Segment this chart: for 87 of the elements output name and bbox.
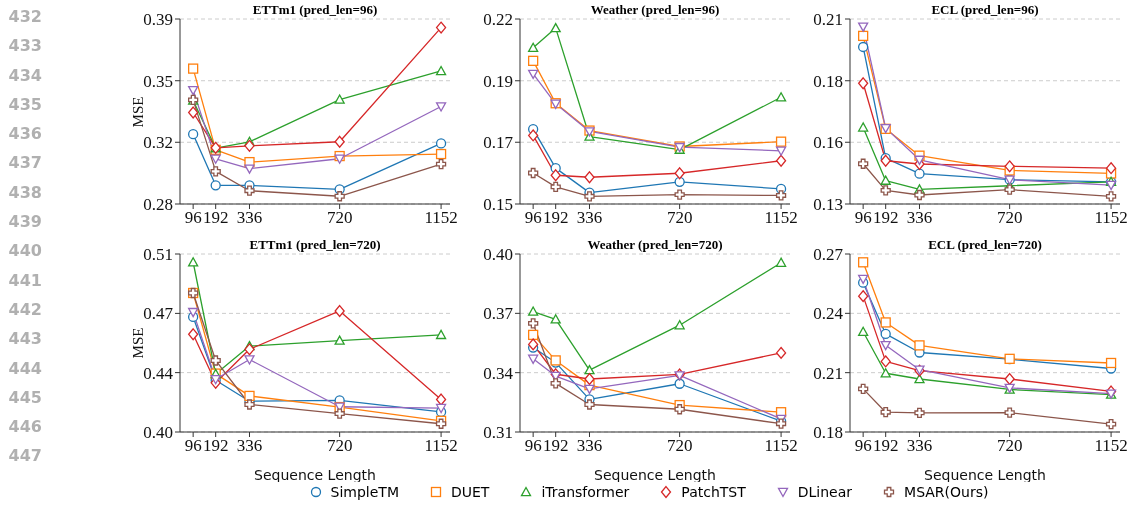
x-tick-label: 96 <box>854 208 872 228</box>
legend-label: iTransformer <box>541 484 630 500</box>
text: 437 <box>7 152 42 175</box>
x-tick-label: 192 <box>202 208 229 228</box>
text: 447 <box>7 445 42 468</box>
chart-title: ECL (pred_len=720) <box>927 237 1043 253</box>
text: 445 <box>7 386 42 409</box>
text: 444 <box>7 357 42 380</box>
x-tick-label: 336 <box>576 436 603 456</box>
y-tick-label: 0.37 <box>483 304 514 324</box>
y-tick-label: 0.40 <box>483 245 513 265</box>
x-tick-label: 720 <box>996 208 1023 228</box>
y-tick-label: 0.21 <box>813 10 843 30</box>
x-tick-label: 720 <box>666 436 693 456</box>
x-tick-label: 1152 <box>764 208 798 228</box>
chart-title: ETTm1 (pred_len=96) <box>251 2 379 18</box>
text: 441 <box>7 269 42 292</box>
x-tick-label: 192 <box>542 208 569 228</box>
x-tick-label: 1152 <box>424 436 458 456</box>
x-tick-label: 192 <box>872 436 899 456</box>
text: 442 <box>7 298 42 321</box>
y-tick-label: 0.18 <box>813 71 843 91</box>
y-tick-label: 0.15 <box>483 195 513 215</box>
chart-title: Weather (pred_len=96) <box>589 2 721 18</box>
text: 434 <box>7 64 42 87</box>
legend-label: PatchTST <box>681 484 746 500</box>
legend-label: MSAR(Ours) <box>904 484 989 500</box>
y-tick-label: 0.21 <box>813 363 843 383</box>
x-tick-label: 720 <box>326 436 353 456</box>
text: 432 <box>7 6 42 28</box>
legend-label: SimpleTM <box>330 484 399 500</box>
text: 439 <box>7 211 42 234</box>
y-tick-label: 0.47 <box>143 304 174 324</box>
y-tick-label: 0.16 <box>813 133 843 153</box>
x-tick-label: 336 <box>236 208 263 228</box>
y-tick-label: 0.31 <box>483 423 513 443</box>
x-tick-label: 336 <box>236 436 263 456</box>
x-tick-label: 96 <box>184 436 202 456</box>
x-tick-label: 96 <box>524 436 542 456</box>
x-tick-label: 1152 <box>1094 436 1128 456</box>
y-tick-label: 0.13 <box>813 195 843 215</box>
y-tick-label: 0.18 <box>813 423 843 443</box>
y-tick-label: 0.40 <box>143 423 173 443</box>
x-tick-label: 1152 <box>424 208 458 228</box>
text: 443 <box>7 328 42 351</box>
x-axis-title: Sequence Length <box>924 467 1046 483</box>
x-axis-title: Sequence Length <box>254 467 376 483</box>
x-tick-label: 720 <box>326 208 353 228</box>
x-tick-label: 720 <box>666 208 693 228</box>
x-tick-label: 336 <box>906 208 933 228</box>
y-tick-label: 0.19 <box>483 71 513 91</box>
x-tick-label: 192 <box>872 208 899 228</box>
y-tick-label: 0.34 <box>483 363 514 383</box>
x-tick-label: 1152 <box>1094 208 1128 228</box>
text: 446 <box>7 416 42 439</box>
x-tick-label: 720 <box>996 436 1023 456</box>
chart-title: Weather (pred_len=720) <box>586 237 724 253</box>
x-tick-label: 96 <box>524 208 542 228</box>
y-tick-label: 0.44 <box>143 363 174 383</box>
chart-title: ECL (pred_len=96) <box>930 2 1040 18</box>
text: 435 <box>7 93 42 116</box>
y-axis-title: MSE <box>129 326 147 361</box>
x-tick-label: 336 <box>906 436 933 456</box>
x-tick-label: 96 <box>854 436 872 456</box>
y-tick-label: 0.22 <box>483 10 513 30</box>
x-axis-title: Sequence Length <box>594 467 716 483</box>
y-tick-label: 0.39 <box>143 10 173 30</box>
y-tick-label: 0.32 <box>143 133 173 153</box>
y-tick-label: 0.35 <box>143 71 173 91</box>
x-tick-label: 192 <box>542 436 569 456</box>
x-tick-label: 96 <box>184 208 202 228</box>
y-tick-label: 0.24 <box>813 304 844 324</box>
y-tick-label: 0.17 <box>483 133 514 153</box>
y-axis-title: MSE <box>129 95 147 129</box>
x-tick-label: 336 <box>576 208 603 228</box>
y-tick-label: 0.51 <box>143 245 173 265</box>
y-tick-label: 0.27 <box>813 245 844 265</box>
x-tick-label: 192 <box>202 436 229 456</box>
x-tick-label: 1152 <box>764 436 798 456</box>
y-tick-label: 0.28 <box>143 195 173 215</box>
text: 440 <box>7 240 42 263</box>
text: 436 <box>7 123 42 146</box>
text: 433 <box>7 35 42 58</box>
text: 438 <box>7 181 42 204</box>
legend-label: DLinear <box>797 484 853 500</box>
chart-title: ETTm1 (pred_len=720) <box>248 237 382 253</box>
legend-label: DUET <box>450 484 490 500</box>
